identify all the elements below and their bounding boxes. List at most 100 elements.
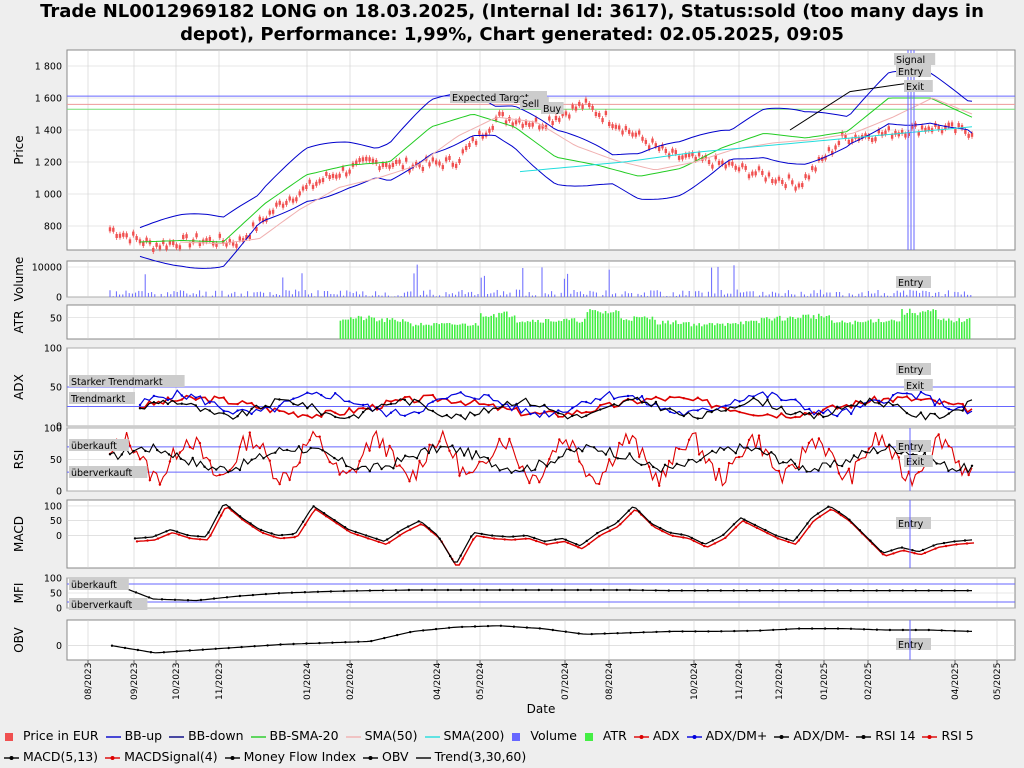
price-candle <box>198 242 202 247</box>
macd-line-marker <box>133 537 137 540</box>
macd-line-marker <box>238 515 242 518</box>
price-candle <box>281 203 285 208</box>
macd-line-marker <box>407 525 410 528</box>
price-candle <box>538 125 541 130</box>
dm-minus-line-marker <box>501 405 504 408</box>
dm-plus-line-marker <box>292 397 295 400</box>
price-candle <box>255 227 258 232</box>
macd-line-marker <box>491 534 494 537</box>
price-candle <box>864 133 867 138</box>
dm-minus-line-marker <box>334 415 337 419</box>
dm-plus-line-marker <box>459 391 462 394</box>
macd-line-marker <box>701 541 704 545</box>
price-candle <box>841 132 844 137</box>
price-candle <box>880 132 884 137</box>
price-candle <box>478 130 481 135</box>
price-candle <box>305 185 308 190</box>
obv-line-marker <box>434 627 438 631</box>
rsi5-line-marker <box>298 461 301 464</box>
obv-line-marker <box>370 639 373 643</box>
mfi-line-marker <box>277 592 281 595</box>
rsi5-line-marker <box>508 437 511 441</box>
xaxis-label: Date <box>527 702 556 716</box>
macd-line-marker <box>638 510 641 513</box>
xtick-label: 04/2025 <box>951 663 961 700</box>
price-candle <box>654 143 658 148</box>
rsi14-line-marker <box>840 464 844 468</box>
macd-line-marker <box>428 527 431 530</box>
macd-signal-line-marker <box>377 540 380 543</box>
macd-line-marker <box>837 510 841 514</box>
price-candle <box>278 200 281 205</box>
price-candle <box>248 234 251 239</box>
macd-line-marker <box>291 533 294 536</box>
macd-line-marker <box>690 536 693 540</box>
price-candle <box>142 241 145 246</box>
macd-signal-line-marker <box>776 537 780 540</box>
rsi14-line-marker <box>132 449 135 453</box>
ytick-price: 1 200 <box>35 158 62 169</box>
price-candle <box>964 129 967 134</box>
adx-line-marker <box>710 406 713 409</box>
ytick-volume: 10000 <box>32 263 62 274</box>
mfi-line-marker <box>303 591 307 594</box>
price-candle <box>884 130 887 135</box>
price-candle <box>504 120 508 125</box>
rsi14-line-marker <box>250 458 253 461</box>
macd-signal-line-marker <box>219 514 223 517</box>
price-candle <box>185 234 188 239</box>
rsi5-line-marker <box>667 459 671 463</box>
macd-signal-line-marker <box>535 539 538 543</box>
rsi5-line-marker <box>917 471 920 474</box>
legend-item: Volume <box>511 725 577 746</box>
rsi5-line-marker <box>258 446 261 450</box>
xtick-label: 05/2025 <box>993 663 1003 700</box>
rsi14-line-marker <box>711 449 714 453</box>
price-candle <box>774 179 777 184</box>
obv-line-marker <box>772 628 775 632</box>
price-candle <box>541 124 544 129</box>
xtick-label: 10/2023 <box>172 663 182 700</box>
ytick-mfi: 0 <box>56 604 62 615</box>
dm-minus-line-marker <box>947 412 950 415</box>
rsi14-line-marker <box>793 462 797 465</box>
bb-up-line <box>139 70 973 229</box>
dm-plus-line-marker <box>473 397 476 400</box>
adx-line-marker <box>612 405 616 409</box>
adx-line-marker <box>487 403 490 407</box>
annotation-macd-entry: Entry <box>898 519 924 530</box>
price-candle <box>794 186 797 191</box>
rsi14-line-marker <box>545 465 549 468</box>
obv-line-marker <box>253 645 256 648</box>
macd-line-marker <box>764 528 767 532</box>
price-candle <box>850 138 854 143</box>
rsi14-line-marker <box>947 469 950 473</box>
price-candle <box>717 160 721 165</box>
price-candle <box>268 210 271 215</box>
dm-plus-line-marker <box>599 398 602 401</box>
price-candle <box>634 132 638 137</box>
legend-item: RSI 5 <box>922 725 974 746</box>
rsi14-line-marker <box>616 457 619 460</box>
price-candle <box>205 238 208 243</box>
macd-line-marker <box>512 535 515 538</box>
annotation-mfi-ueberverkauft-bg <box>69 598 148 610</box>
price-candle <box>345 172 348 177</box>
price-candle <box>414 161 418 166</box>
price-candle <box>757 166 761 171</box>
adx-line-marker <box>557 415 560 418</box>
mfi-line-marker <box>498 588 501 592</box>
mfi-line-marker <box>576 588 579 592</box>
volume-bars <box>109 264 972 297</box>
rsi14-line-marker <box>758 447 761 450</box>
rsi5-line-marker <box>418 459 421 463</box>
mfi-line-marker <box>173 598 177 601</box>
sma200-line <box>519 126 973 173</box>
rsi5-line-marker <box>777 469 781 473</box>
obv-line-marker <box>201 648 204 651</box>
macd-line <box>134 503 973 563</box>
annotation-buy-bg <box>541 102 564 114</box>
dm-plus-line-marker <box>389 411 393 414</box>
rsi5-line-marker <box>717 467 721 471</box>
rsi5-line-marker <box>318 435 321 438</box>
